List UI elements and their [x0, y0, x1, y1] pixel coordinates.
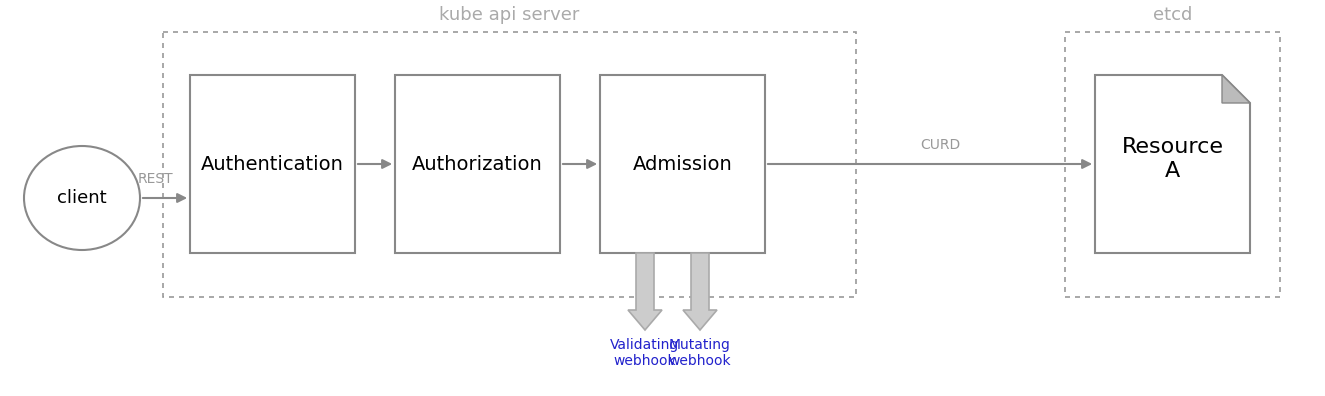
Text: Authorization: Authorization [412, 154, 543, 173]
Bar [395, 75, 560, 253]
Text: Mutating
webhook: Mutating webhook [669, 338, 731, 368]
Text: kube api server: kube api server [440, 6, 580, 24]
Text: REST: REST [138, 172, 172, 186]
Text: client: client [57, 189, 107, 207]
Ellipse shape [24, 146, 140, 250]
Text: etcd: etcd [1153, 6, 1192, 24]
Text: Resource
A: Resource A [1121, 137, 1223, 181]
Bar [163, 32, 856, 297]
Text: CURD: CURD [920, 138, 961, 152]
Bar [600, 75, 765, 253]
FancyArrow shape [628, 253, 662, 330]
Bar [1065, 32, 1280, 297]
FancyArrow shape [682, 253, 717, 330]
Text: Validating
webhook: Validating webhook [611, 338, 680, 368]
Text: Authentication: Authentication [201, 154, 344, 173]
Bar [189, 75, 355, 253]
Text: Admission: Admission [632, 154, 733, 173]
Polygon shape [1094, 75, 1249, 253]
Polygon shape [1222, 75, 1249, 103]
